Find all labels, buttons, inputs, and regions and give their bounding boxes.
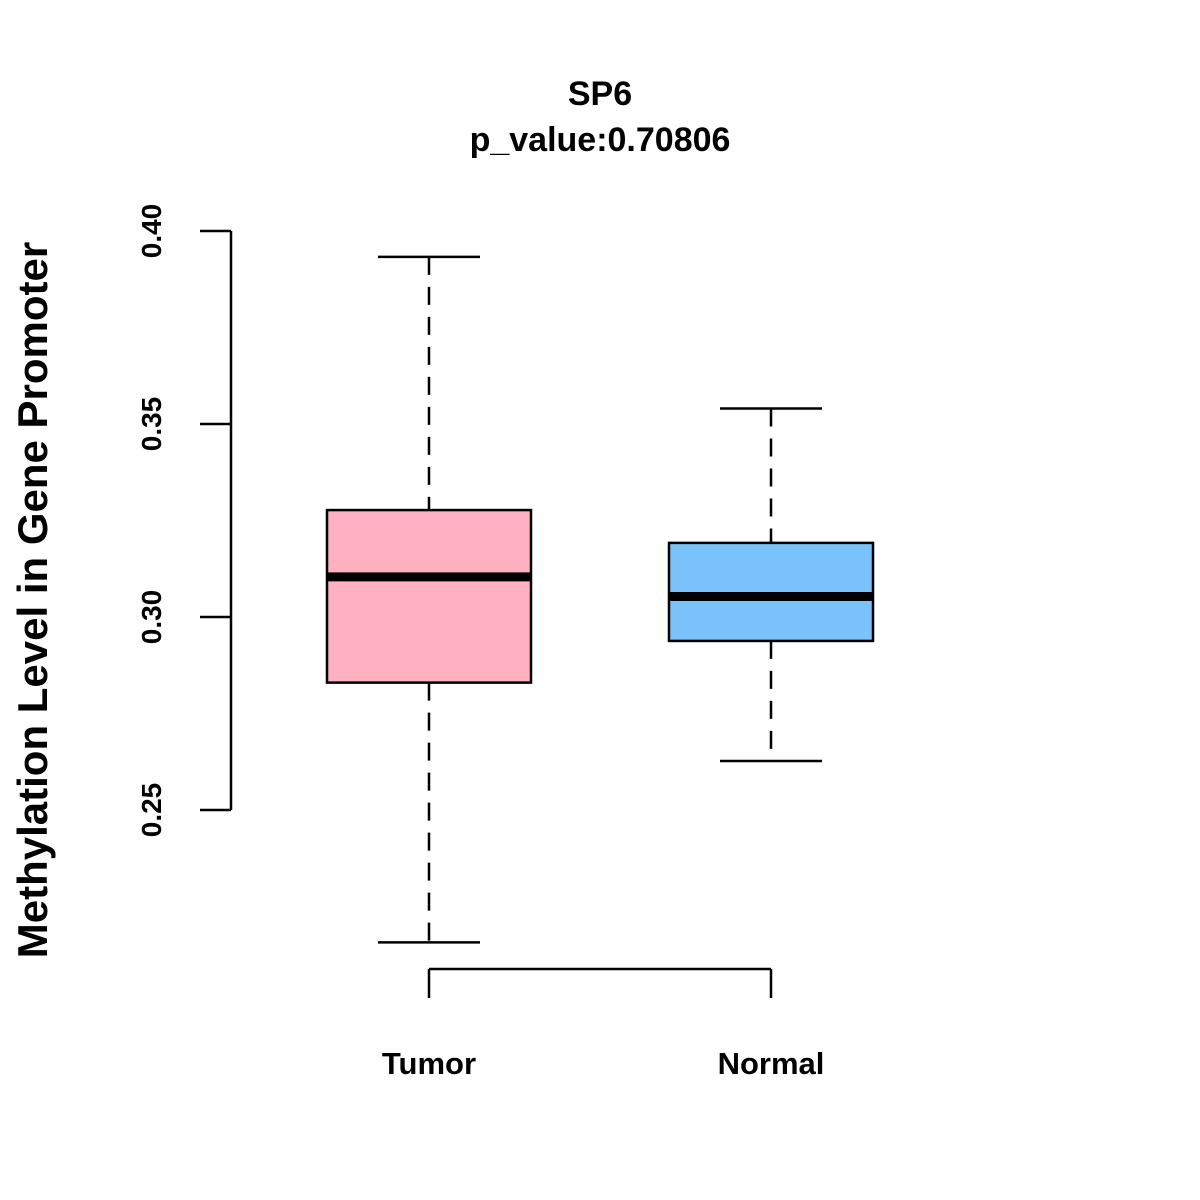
y-tick-label: 0.35 — [136, 397, 167, 452]
x-tick-label: Tumor — [382, 1046, 476, 1081]
chart-subtitle: p_value:0.70806 — [470, 121, 731, 159]
y-tick-label: 0.40 — [136, 204, 167, 259]
y-tick-label: 0.30 — [136, 590, 167, 645]
box-normal — [667, 407, 875, 763]
chart-title: SP6 — [568, 75, 632, 113]
iqr-box — [325, 508, 533, 684]
x-axis: Tumor Normal — [382, 967, 825, 1081]
y-axis-label: Methylation Level in Gene Promoter — [9, 242, 56, 958]
x-tick-label: Normal — [718, 1046, 825, 1081]
iqr-box — [667, 541, 875, 643]
boxes-group — [325, 255, 875, 944]
y-tick-label: 0.25 — [136, 783, 167, 838]
box-tumor — [325, 255, 533, 944]
y-axis: 0.25 0.30 0.35 0.40 — [136, 204, 233, 838]
